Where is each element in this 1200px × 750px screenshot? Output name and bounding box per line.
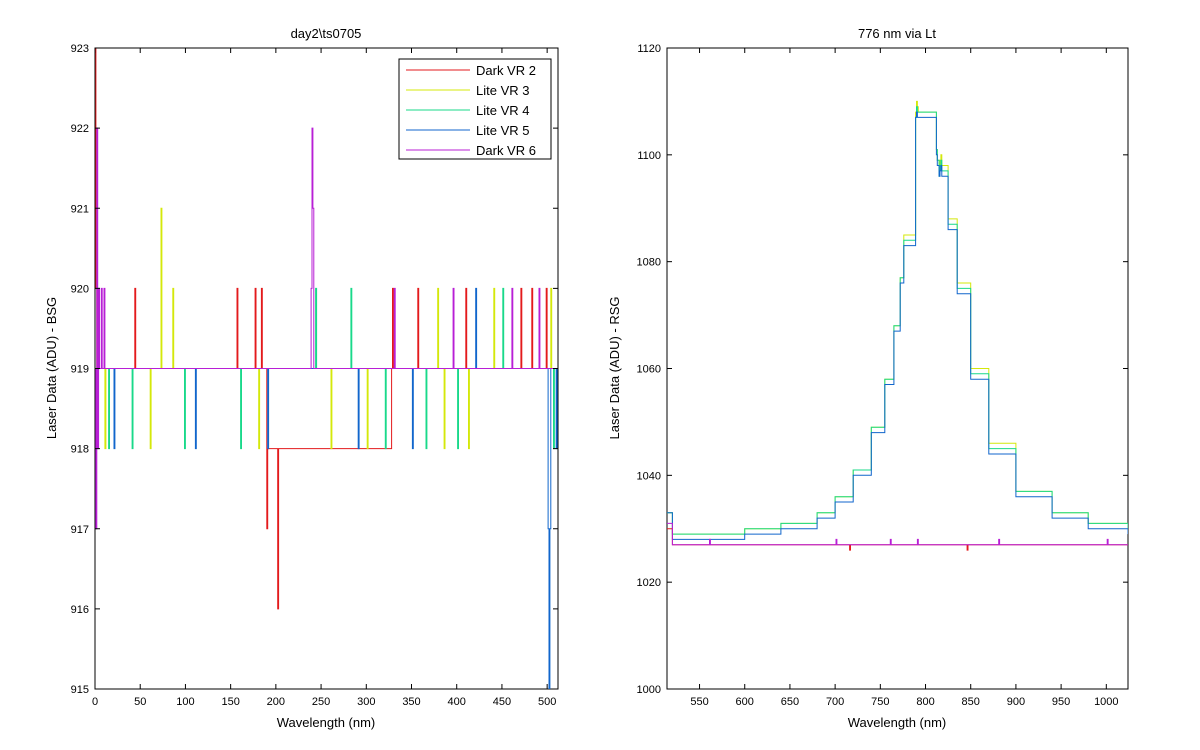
- legend-entry-label: Lite VR 4: [476, 103, 529, 118]
- x-tick-label: 800: [916, 696, 934, 708]
- x-tick-label: 700: [826, 696, 844, 708]
- y-tick-label: 923: [71, 43, 89, 55]
- series-line-4: [95, 287, 558, 689]
- x-tick-label: 350: [402, 696, 420, 708]
- x-tick-label: 850: [962, 696, 980, 708]
- plot-1: 0 50 100 150 200 250 300 350 400 450 500 915 916 917 9…: [44, 26, 559, 730]
- plot-1-ticks-group: 0 50 100 150 200 250 300 350 400 450 500 915 916 917 9…: [71, 43, 558, 708]
- y-tick-label: 916: [71, 604, 89, 616]
- y-tick-label: 921: [71, 203, 89, 215]
- y-tick-label: 1120: [637, 43, 661, 55]
- y-tick-label: 1040: [637, 470, 661, 482]
- y-tick-label: 922: [71, 123, 89, 135]
- y-tick-label: 917: [71, 524, 89, 536]
- x-tick-label: 600: [736, 696, 754, 708]
- x-tick-label: 100: [176, 696, 194, 708]
- y-tick-label: 1080: [637, 257, 661, 269]
- plot-1-legend: Dark VR 2 Lite VR 3 Lite VR 4 Lite VR 5 Dark…: [398, 58, 552, 160]
- plot-2-title: 776 nm via Lt: [858, 26, 936, 41]
- legend-box: [398, 58, 552, 160]
- legend-entry-label: Lite VR 3: [476, 83, 529, 98]
- x-tick-label: 1000: [1094, 696, 1118, 708]
- plot-2-series-group: [667, 100, 1128, 551]
- x-tick-label: 0: [92, 696, 98, 708]
- y-tick-label: 1000: [637, 684, 661, 696]
- y-tick-label: 1100: [637, 150, 661, 162]
- plot-2-axes-box: [666, 47, 1129, 690]
- plot-2-ylabel: Laser Data (ADU) - RSG: [607, 296, 622, 439]
- plot-2-xlabel: Wavelength (nm): [848, 715, 947, 730]
- x-tick-label: 550: [690, 696, 708, 708]
- x-tick-label: 450: [493, 696, 511, 708]
- plot-1-ylabel: Laser Data (ADU) - BSG: [44, 297, 59, 439]
- y-tick-label: 919: [71, 364, 89, 376]
- x-tick-label: 900: [1007, 696, 1025, 708]
- x-tick-label: 150: [221, 696, 239, 708]
- x-tick-label: 750: [871, 696, 889, 708]
- series-line-3: [667, 111, 1128, 540]
- x-tick-label: 950: [1052, 696, 1070, 708]
- x-tick-label: 650: [781, 696, 799, 708]
- x-tick-label: 250: [312, 696, 330, 708]
- legend-entry-label: Dark VR 6: [476, 143, 536, 158]
- x-tick-label: 50: [134, 696, 146, 708]
- x-tick-label: 500: [538, 696, 556, 708]
- y-tick-label: 1020: [637, 577, 661, 589]
- plot-1-title: day2\ts0705: [291, 26, 362, 41]
- y-tick-label: 915: [71, 684, 89, 696]
- legend-entry-label: Dark VR 2: [476, 63, 536, 78]
- series-line-5: [667, 522, 1128, 546]
- plot-1-xlabel: Wavelength (nm): [277, 715, 376, 730]
- y-tick-label: 920: [71, 283, 89, 295]
- x-tick-label: 400: [448, 696, 466, 708]
- plot-2-ticks-group: 550 600 650 700 750 800 850 900 950 1000 1000 1020 1…: [637, 43, 1128, 708]
- x-tick-label: 200: [267, 696, 285, 708]
- x-tick-label: 300: [357, 696, 375, 708]
- y-tick-label: 918: [71, 444, 89, 456]
- legend-entry-label: Lite VR 5: [476, 123, 529, 138]
- y-tick-label: 1060: [637, 364, 661, 376]
- plot-2: 550 600 650 700 750 800 850 900 950 1000 1000 1020 1…: [607, 26, 1129, 730]
